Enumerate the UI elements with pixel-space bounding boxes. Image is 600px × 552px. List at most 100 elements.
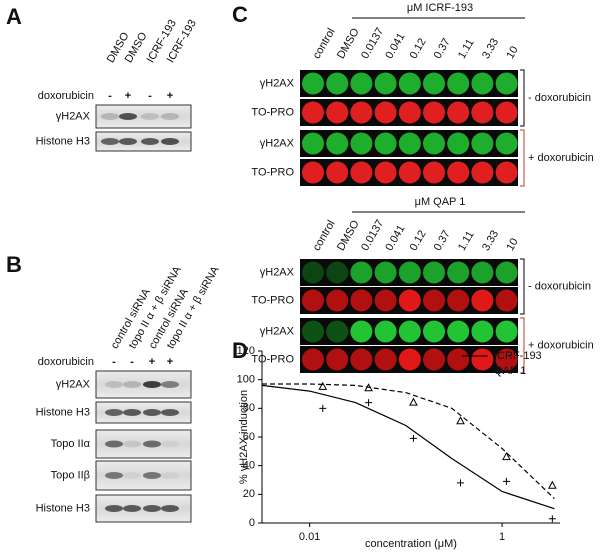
band <box>161 138 179 145</box>
well <box>302 261 324 284</box>
well <box>398 72 421 95</box>
band <box>143 409 161 416</box>
well <box>471 161 494 184</box>
condition-label: + doxorubicin <box>528 152 594 164</box>
well <box>495 132 518 155</box>
row-label: Histone H3 <box>36 502 90 514</box>
well <box>398 348 421 371</box>
row-label: TO-PRO <box>251 166 294 178</box>
well <box>350 101 373 124</box>
blot <box>95 104 192 129</box>
well <box>350 348 373 371</box>
row-label: Histone H3 <box>36 406 90 418</box>
y-tick-label: 20 <box>243 488 255 500</box>
well <box>471 132 494 155</box>
column-label: DMSO <box>335 26 362 61</box>
bracket <box>520 129 525 187</box>
column-label: control <box>311 218 338 253</box>
column-label: DMSO <box>335 218 362 253</box>
column-label: 0.041 <box>383 223 407 253</box>
bracket <box>520 258 525 315</box>
marker <box>456 416 465 425</box>
well <box>447 261 470 284</box>
column-label: 3.33 <box>480 228 501 253</box>
well <box>302 161 324 184</box>
well <box>350 132 373 155</box>
band <box>141 138 159 145</box>
band <box>105 505 123 512</box>
x-tick-label: 0.01 <box>299 531 320 543</box>
y-tick-label: 60 <box>243 431 255 443</box>
y-tick-label: 0 <box>249 517 255 529</box>
well <box>447 320 470 343</box>
band <box>123 409 141 416</box>
column-label: 3.33 <box>480 36 501 61</box>
well <box>423 101 445 124</box>
well <box>495 161 518 184</box>
well <box>447 161 470 184</box>
well <box>423 348 445 371</box>
well <box>447 101 470 124</box>
well <box>374 289 397 312</box>
band <box>161 505 179 512</box>
marker <box>502 452 511 461</box>
well <box>374 161 397 184</box>
well <box>447 72 470 95</box>
well <box>350 161 373 184</box>
treatment-label: doxorubicin <box>38 90 94 102</box>
marker <box>548 515 556 523</box>
marker <box>319 404 327 412</box>
plate-header: μM ICRF-193 <box>407 2 473 14</box>
column-label: 1.11 <box>456 229 477 253</box>
sign: - <box>148 90 152 102</box>
well <box>326 348 349 371</box>
band <box>119 113 137 120</box>
band <box>105 381 123 388</box>
well <box>495 348 518 371</box>
sign: - <box>112 356 116 368</box>
column-label: 0.37 <box>432 36 453 61</box>
band <box>161 409 179 416</box>
marker <box>409 397 418 406</box>
sign: - <box>130 356 134 368</box>
column-label: 0.37 <box>432 228 453 253</box>
well <box>495 72 518 95</box>
plate-header: μM QAP 1 <box>415 196 466 208</box>
panel-label: B <box>6 252 22 277</box>
band <box>143 440 161 448</box>
well <box>374 348 397 371</box>
well <box>326 72 349 95</box>
sign: + <box>149 356 155 368</box>
well <box>302 72 324 95</box>
band <box>143 472 161 479</box>
well <box>302 101 324 124</box>
well <box>326 101 349 124</box>
column-label: 0.0137 <box>359 218 386 253</box>
band <box>161 113 179 120</box>
well <box>326 261 349 284</box>
well <box>471 348 494 371</box>
band <box>123 440 141 448</box>
band <box>123 381 141 388</box>
row-label: Topo IIα <box>51 438 91 450</box>
band <box>119 138 137 145</box>
bracket <box>520 317 525 374</box>
band <box>161 381 179 388</box>
well <box>423 261 445 284</box>
row-label: γH2AX <box>260 266 295 278</box>
y-tick-label: 40 <box>243 460 255 472</box>
well <box>374 132 397 155</box>
well <box>423 132 445 155</box>
marker <box>365 399 373 407</box>
well <box>302 348 324 371</box>
y-axis-label: % γH2AX induction <box>238 390 250 484</box>
marker <box>457 479 465 487</box>
panel-label: D <box>232 338 248 363</box>
well <box>471 72 494 95</box>
panel-label: C <box>232 2 248 27</box>
well <box>398 261 421 284</box>
fit-curve <box>262 383 555 500</box>
column-label: control <box>311 26 338 61</box>
well <box>471 261 494 284</box>
band <box>161 472 179 479</box>
